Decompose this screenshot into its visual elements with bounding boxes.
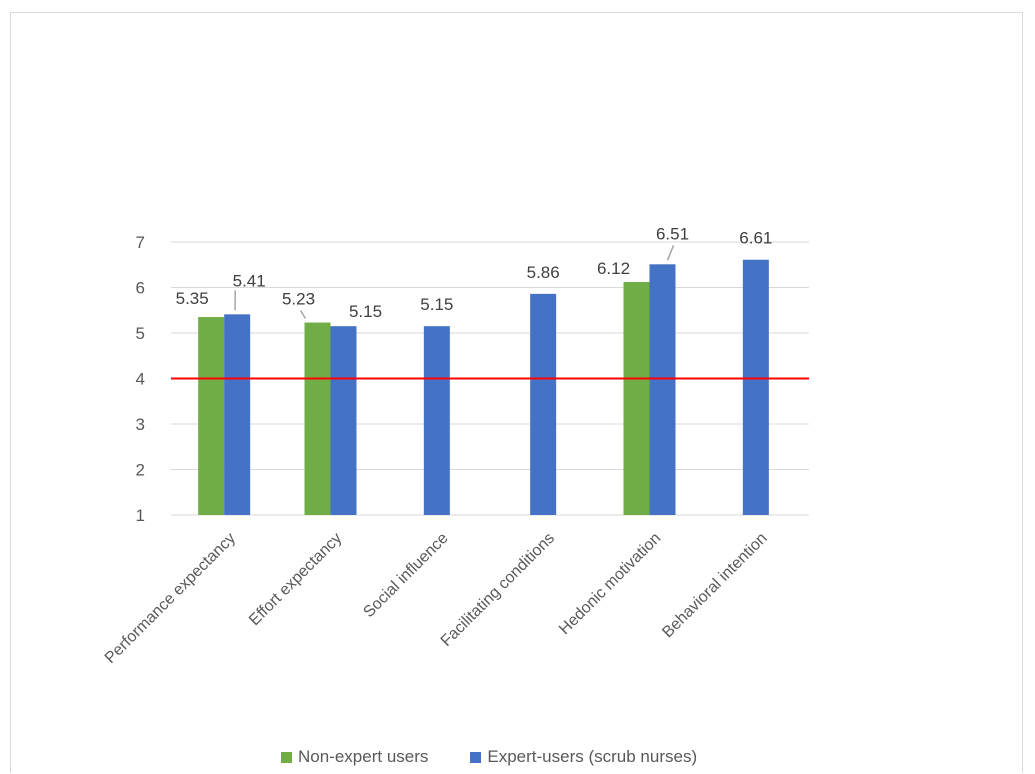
y-tick-label: 7 — [136, 233, 145, 252]
y-tick-label: 6 — [136, 279, 145, 298]
data-label: 5.23 — [282, 290, 315, 309]
bar-chart: 1 2 3 4 5 6 7 5.35 5.41 5.23 5.15 5.15 5.86 6.12 6.51 6… — [102, 224, 809, 667]
y-tick-label: 5 — [136, 324, 145, 343]
y-tick-label: 2 — [136, 461, 145, 480]
category-label: Performance expectancy — [102, 530, 239, 667]
y-tick-label: 1 — [136, 506, 145, 525]
bar-non-expert — [623, 282, 650, 515]
y-tick-label: 4 — [136, 370, 145, 389]
legend-swatch-non-expert — [281, 751, 292, 763]
data-label: 5.15 — [349, 302, 382, 321]
chart-area: 1 2 3 4 5 6 7 5.35 5.41 5.23 5.15 5.15 5.86 6.12 6.51 6… — [10, 12, 1023, 773]
data-label: 5.15 — [420, 295, 453, 314]
bar-expert — [649, 264, 676, 515]
category-label: Social influence — [360, 530, 451, 621]
data-label: 6.12 — [597, 259, 630, 278]
data-label: 6.61 — [739, 229, 772, 248]
category-label: Effort expectancy — [246, 530, 345, 629]
bar-expert — [530, 293, 557, 515]
legend-label-non-expert: Non-expert users — [298, 747, 429, 766]
category-label: Behavioral intention — [659, 530, 770, 641]
data-label: 5.86 — [527, 263, 560, 282]
data-label: 6.51 — [656, 224, 689, 243]
category-label: Hedonic motivation — [556, 530, 664, 638]
data-label: 5.35 — [176, 289, 209, 308]
data-label-leader — [299, 310, 307, 319]
legend-item-non-expert: Non-expert users — [281, 747, 428, 767]
bar-expert — [742, 259, 769, 515]
data-label: 5.41 — [233, 271, 266, 290]
data-label-leader — [666, 245, 675, 261]
legend-swatch-expert — [470, 751, 482, 763]
bar-expert — [224, 314, 251, 515]
legend-label-expert: Expert-users (scrub nurses) — [487, 747, 698, 766]
category-label: Facilitating conditions — [438, 530, 558, 650]
legend-item-expert: Expert-users (scrub nurses) — [470, 747, 697, 767]
y-tick-label: 3 — [136, 415, 145, 434]
bar-expert — [423, 326, 450, 515]
bar-non-expert — [304, 322, 331, 515]
bar-non-expert — [198, 317, 225, 515]
legend: Non-expert users Expert-users (scrub nur… — [281, 747, 739, 767]
bar-expert — [330, 326, 357, 515]
